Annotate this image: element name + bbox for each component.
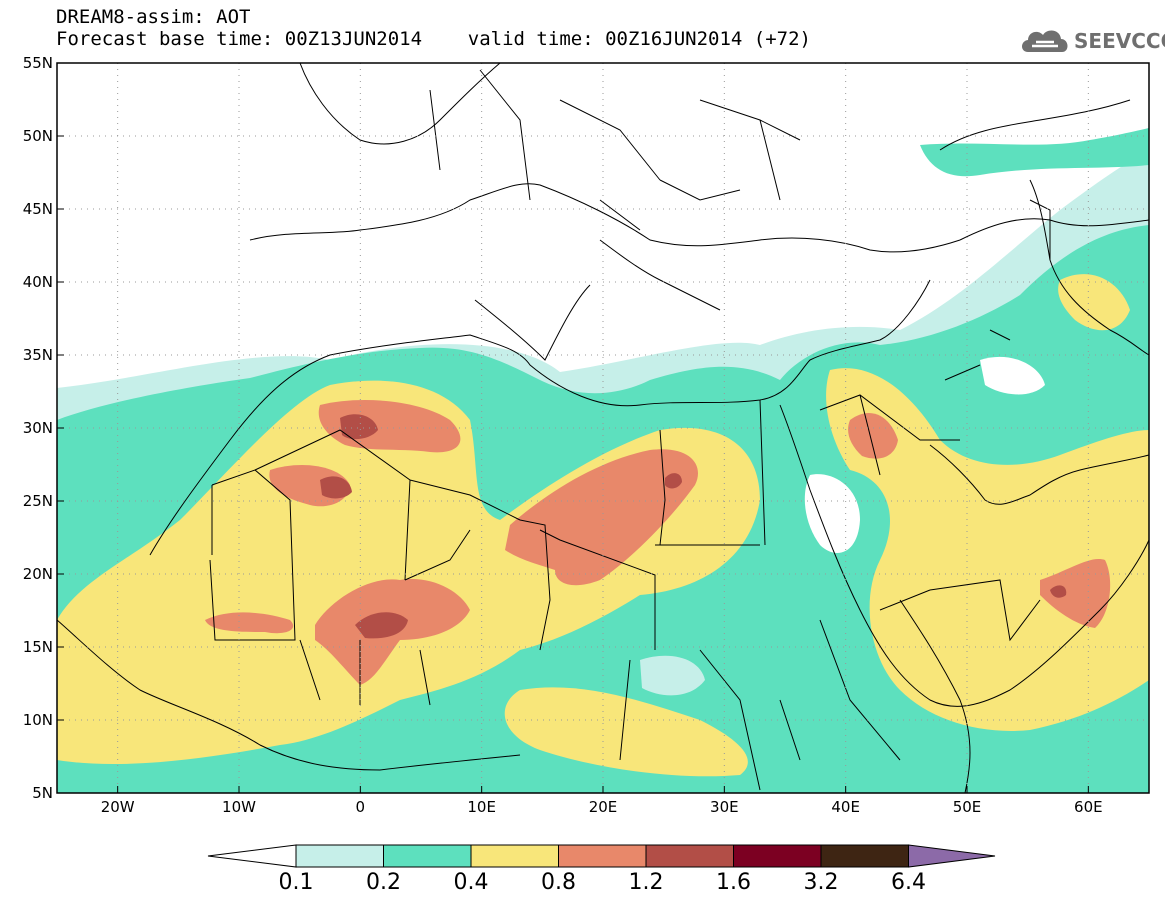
coastline — [299, 63, 501, 145]
colorbar-over-triangle — [908, 844, 996, 868]
colorbar-bin — [383, 844, 472, 868]
lat-tick-label: 10N — [23, 711, 53, 729]
aot-clean-area — [980, 356, 1045, 395]
aot-band-0.2 — [920, 128, 1149, 177]
coastline — [929, 444, 1149, 505]
grid — [57, 63, 1149, 793]
lon-tick-label: 0 — [356, 798, 366, 816]
lon-tick-label: 30E — [710, 798, 739, 816]
lat-tick-label: 55N — [23, 54, 53, 72]
lat-tick-label: 5N — [32, 784, 53, 802]
colorbar-bin — [470, 844, 559, 868]
colorbar-bin — [820, 844, 909, 868]
coastline — [779, 404, 1149, 707]
aot-band-1.2 — [665, 473, 682, 489]
colorbar-label: 3.2 — [803, 870, 839, 895]
aot-band-0.8 — [318, 400, 461, 453]
aot-band-0.8 — [848, 412, 898, 459]
colorbar-label: 1.2 — [628, 870, 664, 895]
seevccc-logo: SEEVCCC — [1018, 24, 1165, 56]
aot-band-0.4 — [1058, 274, 1130, 331]
aot-band-0.8 — [205, 612, 294, 634]
colorbar-under-triangle — [207, 844, 297, 868]
colorbar-label: 6.4 — [891, 870, 926, 895]
colorbar-label: 0.4 — [453, 870, 489, 895]
coastline — [599, 239, 721, 311]
axis-ticks: 20W 10W 0 10E 20E 30E 40E 50E 60E 5N 10N 15N 20N 25N 3… — [23, 54, 1103, 816]
coastline — [899, 599, 971, 793]
lon-tick-label: 50E — [953, 798, 982, 816]
coastline — [474, 284, 591, 361]
coastline — [1029, 179, 1149, 356]
border — [429, 69, 801, 231]
lon-tick-label: 10W — [222, 798, 256, 816]
lon-tick-label: 20E — [589, 798, 618, 816]
cloud-icon — [1022, 30, 1068, 52]
border — [619, 619, 901, 791]
coastline — [149, 279, 931, 556]
lon-tick-label: 20W — [101, 798, 135, 816]
title-line-2: Forecast base time: 00Z13JUN2014 valid t… — [56, 28, 811, 50]
colorbar-label: 1.6 — [716, 870, 751, 895]
colorbar-label: 0.2 — [366, 870, 401, 895]
colorbar-label: 0.1 — [278, 870, 314, 895]
lon-tick-label: 60E — [1074, 798, 1103, 816]
border — [819, 199, 1051, 642]
colorbar — [207, 844, 996, 868]
colorbar-bin — [558, 844, 647, 868]
aot-band-0.4 — [826, 368, 1149, 731]
aot-band-0.8 — [1040, 559, 1111, 628]
coastline — [57, 619, 521, 771]
aot-clean-area — [804, 474, 860, 553]
aot-band-0.8 — [505, 449, 698, 586]
aot-band-1.2 — [1050, 585, 1067, 598]
aot-band-1.2 — [340, 414, 378, 440]
lon-tick-label: 40E — [831, 798, 860, 816]
border — [209, 399, 766, 706]
lat-tick-label: 35N — [23, 346, 53, 364]
lon-tick-label: 10E — [467, 798, 496, 816]
coastline — [939, 99, 1131, 151]
colorbar-bin — [645, 844, 734, 868]
lat-tick-label: 20N — [23, 565, 53, 583]
colorbar-bin — [733, 844, 822, 868]
lat-tick-label: 15N — [23, 638, 53, 656]
colorbar-label: 0.8 — [541, 870, 576, 895]
lat-tick-label: 45N — [23, 200, 53, 218]
lat-tick-label: 30N — [23, 419, 53, 437]
aot-clean-area — [640, 655, 705, 696]
lat-tick-label: 50N — [23, 127, 53, 145]
aot-band-1.2 — [355, 612, 408, 639]
aot-band-1.2 — [320, 476, 352, 499]
aot-band-0.4 — [504, 687, 748, 777]
title-line-1: DREAM8-assim: AOT — [56, 6, 251, 28]
colorbar-bin — [295, 844, 384, 868]
coastlines-borders — [57, 63, 1149, 793]
lat-tick-label: 40N — [23, 273, 53, 291]
logo-text: SEEVCCC — [1074, 29, 1165, 53]
coastline — [249, 183, 961, 253]
lat-tick-label: 25N — [23, 492, 53, 510]
